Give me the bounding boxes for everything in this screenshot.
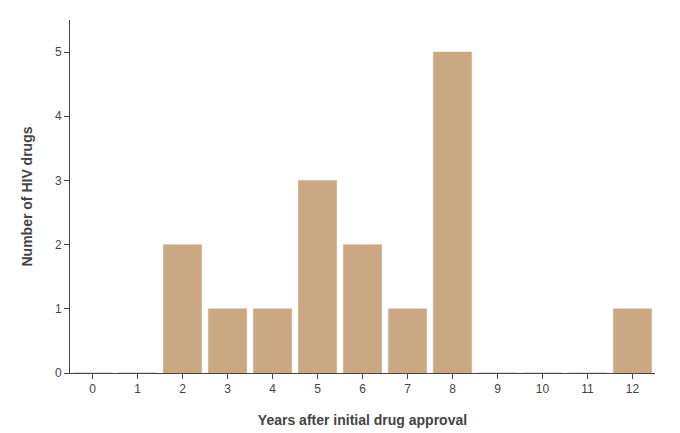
svg-text:1: 1	[134, 382, 141, 396]
svg-text:8: 8	[449, 382, 456, 396]
svg-text:4: 4	[55, 109, 62, 123]
svg-text:2: 2	[179, 382, 186, 396]
svg-text:11: 11	[581, 382, 594, 396]
svg-text:5: 5	[55, 45, 62, 59]
svg-text:0: 0	[55, 366, 62, 380]
svg-text:Years after initial drug appro: Years after initial drug approval	[258, 412, 467, 428]
svg-text:Number of HIV drugs: Number of HIV drugs	[19, 126, 35, 266]
svg-text:7: 7	[404, 382, 411, 396]
svg-text:3: 3	[55, 174, 62, 188]
svg-text:4: 4	[269, 382, 276, 396]
svg-text:2: 2	[55, 238, 62, 252]
svg-text:1: 1	[55, 302, 62, 316]
svg-text:6: 6	[359, 382, 366, 396]
svg-text:12: 12	[626, 382, 640, 396]
svg-text:9: 9	[494, 382, 501, 396]
svg-text:10: 10	[536, 382, 550, 396]
svg-text:3: 3	[224, 382, 231, 396]
svg-text:5: 5	[314, 382, 321, 396]
svg-text:0: 0	[89, 382, 96, 396]
